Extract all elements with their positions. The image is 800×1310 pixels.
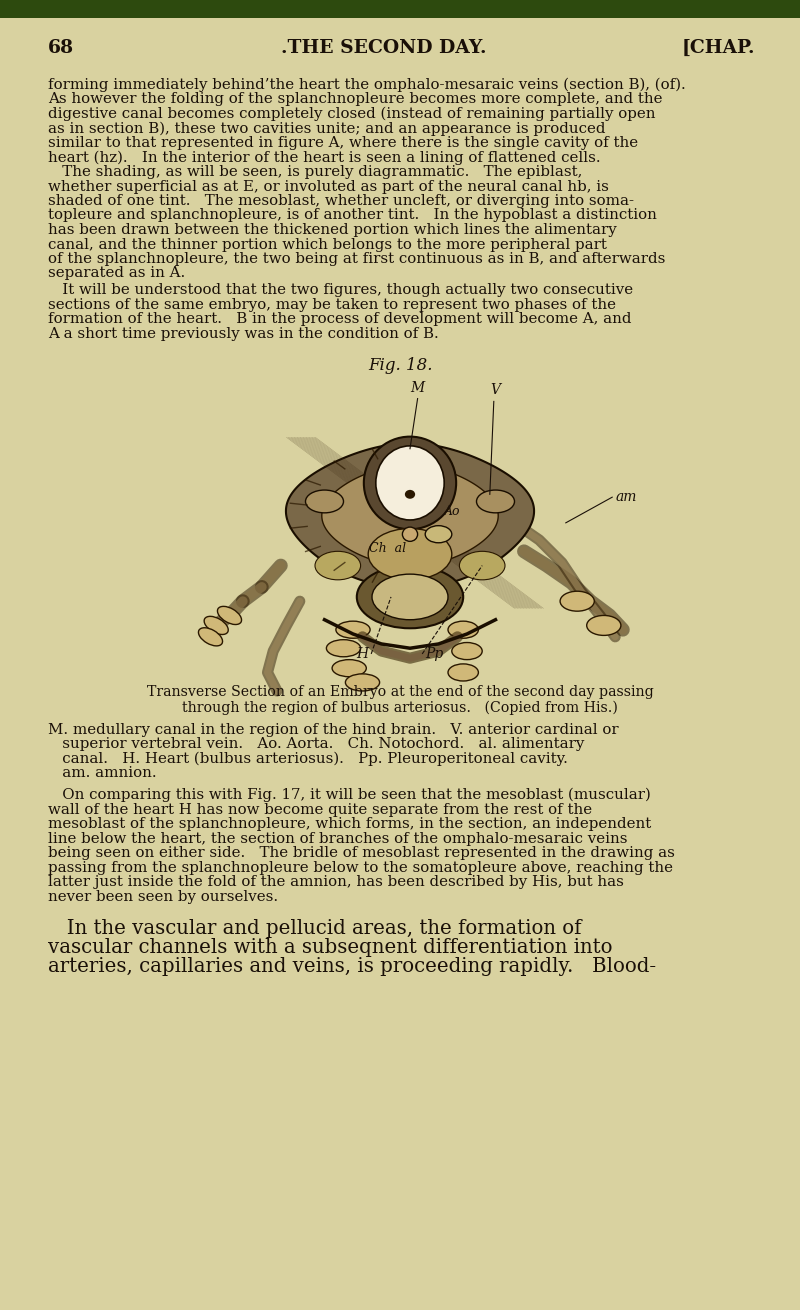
Text: It will be understood that the two figures, though actually two consecutive: It will be understood that the two figur… [48, 283, 633, 297]
Ellipse shape [204, 616, 228, 634]
Text: .THE SECOND DAY.: .THE SECOND DAY. [282, 39, 486, 58]
Text: wall of the heart H has now become quite separate from the rest of the: wall of the heart H has now become quite… [48, 803, 592, 816]
Text: through the region of bulbus arteriosus.   (Copied from His.): through the region of bulbus arteriosus.… [182, 701, 618, 715]
Ellipse shape [452, 642, 482, 660]
Ellipse shape [402, 527, 418, 541]
Text: separated as in A.: separated as in A. [48, 266, 186, 280]
Ellipse shape [364, 436, 456, 529]
Text: canal, and the thinner portion which belongs to the more peripheral part: canal, and the thinner portion which bel… [48, 237, 607, 252]
Text: [CHAP.: [CHAP. [682, 39, 755, 58]
Text: sections of the same embryo, may be taken to represent two phases of the: sections of the same embryo, may be take… [48, 297, 616, 312]
Ellipse shape [357, 566, 463, 629]
Ellipse shape [306, 490, 343, 512]
Ellipse shape [376, 445, 444, 520]
Text: being seen on either side.   The bridle of mesoblast represented in the drawing : being seen on either side. The bridle of… [48, 846, 675, 861]
Text: of the splanchnopleure, the two being at first continuous as in B, and afterward: of the splanchnopleure, the two being at… [48, 252, 666, 266]
Ellipse shape [198, 627, 222, 646]
Text: whether superficial as at E, or involuted as part of the neural canal hb, is: whether superficial as at E, or involute… [48, 179, 609, 194]
Text: mesoblast of the splanchnopleure, which forms, in the section, an independent: mesoblast of the splanchnopleure, which … [48, 817, 651, 831]
Polygon shape [286, 443, 534, 588]
Ellipse shape [372, 574, 448, 620]
Text: In the vascular and pellucid areas, the formation of: In the vascular and pellucid areas, the … [48, 918, 582, 938]
Ellipse shape [459, 552, 505, 580]
Ellipse shape [425, 525, 452, 542]
Text: topleure and splanchnopleure, is of another tint.   In the hypoblast a distincti: topleure and splanchnopleure, is of anot… [48, 208, 657, 223]
Text: never been seen by ourselves.: never been seen by ourselves. [48, 889, 278, 904]
Text: forming immediately behind’the heart the omphalo-mesaraic veins (section B), (of: forming immediately behind’the heart the… [48, 79, 686, 93]
Text: vascular channels with a subseqnent differentiation into: vascular channels with a subseqnent diff… [48, 938, 613, 956]
Text: as in section B), these two cavities unite; and an appearance is produced: as in section B), these two cavities uni… [48, 122, 606, 136]
Text: formation of the heart.   B in the process of development will become A, and: formation of the heart. B in the process… [48, 312, 631, 326]
Ellipse shape [448, 621, 478, 638]
Ellipse shape [448, 664, 478, 681]
Text: heart (hz).   In the interior of the heart is seen a lining of flattened cells.: heart (hz). In the interior of the heart… [48, 151, 601, 165]
Text: Pp: Pp [426, 647, 443, 662]
Text: am. amnion.: am. amnion. [48, 766, 157, 781]
Text: passing from the splanchnopleure below to the somatopleure above, reaching the: passing from the splanchnopleure below t… [48, 861, 673, 875]
Text: 68: 68 [48, 39, 74, 58]
Text: similar to that represented in figure A, where there is the single cavity of the: similar to that represented in figure A,… [48, 136, 638, 151]
Ellipse shape [218, 607, 242, 625]
Text: The shading, as will be seen, is purely diagrammatic.   The epiblast,: The shading, as will be seen, is purely … [48, 165, 582, 179]
Ellipse shape [346, 673, 379, 690]
Text: digestive canal becomes completely closed (instead of remaining partially open: digestive canal becomes completely close… [48, 107, 655, 122]
Text: line below the heart, the section of branches of the omphalo-mesaraic veins: line below the heart, the section of bra… [48, 832, 627, 845]
Ellipse shape [332, 660, 366, 677]
Text: Transverse Section of an Embryo at the end of the second day passing: Transverse Section of an Embryo at the e… [146, 685, 654, 700]
Ellipse shape [405, 490, 415, 499]
Text: On comparing this with Fig. 17, it will be seen that the mesoblast (muscular): On comparing this with Fig. 17, it will … [48, 789, 650, 803]
Text: arteries, capillaries and veins, is proceeding rapidly.   Blood-: arteries, capillaries and veins, is proc… [48, 956, 656, 976]
Text: As however the folding of the splanchnopleure becomes more complete, and the: As however the folding of the splanchnop… [48, 93, 662, 106]
Ellipse shape [315, 552, 361, 580]
Text: has been drawn between the thickened portion which lines the alimentary: has been drawn between the thickened por… [48, 223, 617, 237]
Ellipse shape [586, 616, 621, 635]
Bar [0, 0, 800, 18]
Text: V: V [490, 384, 500, 397]
Text: A a short time previously was in the condition of B.: A a short time previously was in the con… [48, 326, 438, 341]
Text: M: M [410, 381, 425, 394]
Text: superior vertebral vein.   Ao. Aorta.   Ch. Notochord.   al. alimentary: superior vertebral vein. Ao. Aorta. Ch. … [48, 738, 584, 752]
Ellipse shape [368, 528, 452, 580]
Polygon shape [322, 465, 498, 566]
Ellipse shape [560, 591, 594, 612]
Text: shaded of one tint.   The mesoblast, whether uncleft, or diverging into soma-: shaded of one tint. The mesoblast, wheth… [48, 194, 634, 208]
Text: Ao: Ao [443, 504, 460, 517]
Text: M. medullary canal in the region of the hind brain.   V. anterior cardinal or: M. medullary canal in the region of the … [48, 723, 618, 736]
Text: Ch  al: Ch al [369, 542, 406, 555]
Text: canal.   H. Heart (bulbus arteriosus).   Pp. Pleuroperitoneal cavity.: canal. H. Heart (bulbus arteriosus). Pp.… [48, 752, 568, 766]
Text: Fig. 18.: Fig. 18. [368, 358, 432, 375]
Ellipse shape [336, 621, 370, 638]
Ellipse shape [477, 490, 514, 512]
Text: H: H [356, 647, 368, 662]
Text: latter just inside the fold of the amnion, has been described by His, but has: latter just inside the fold of the amnio… [48, 875, 624, 889]
Text: am: am [615, 490, 637, 504]
Ellipse shape [326, 639, 361, 656]
